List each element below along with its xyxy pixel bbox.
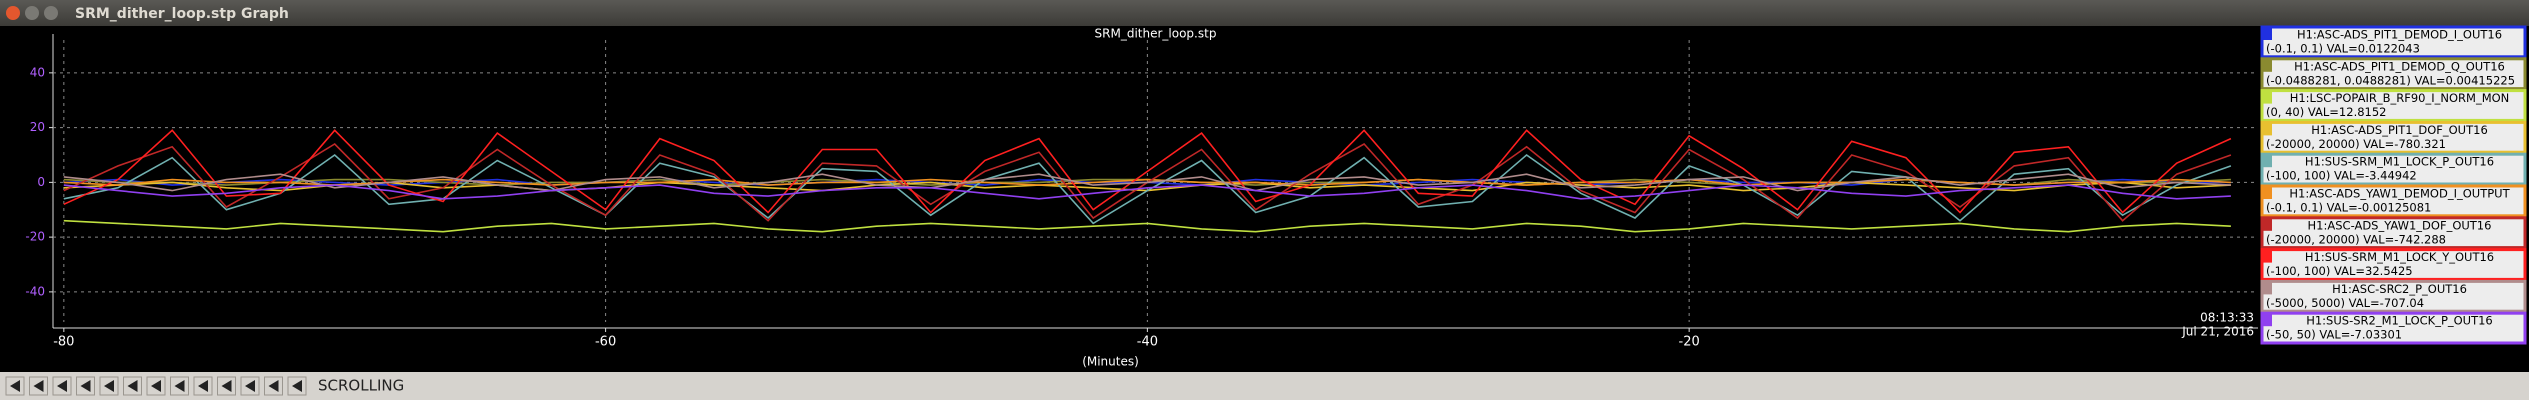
x-tick-label: -40 — [1137, 335, 1158, 350]
legend-detail: (0, 40) VAL=12.8152 — [2266, 105, 2387, 119]
legend-entry[interactable] — [2260, 57, 2527, 91]
toolbar-icon — [151, 380, 161, 392]
legend-detail: (-5000, 5000) VAL=-707.04 — [2266, 296, 2424, 310]
window-title: SRM_dither_loop.stp Graph — [75, 6, 289, 22]
legend-detail: (-50, 50) VAL=-7.03301 — [2266, 328, 2402, 342]
toolbar-icon — [174, 380, 185, 392]
legend-swatch — [2262, 27, 2272, 40]
legend-detail: (-100, 100) VAL=32.5425 — [2266, 264, 2413, 278]
legend-entry[interactable] — [2260, 216, 2527, 250]
legend-swatch — [2262, 217, 2272, 231]
legend-detail: (-20000, 20000) VAL=-742.288 — [2266, 232, 2446, 246]
legend: H1:ASC-ADS_PIT1_DEMOD_I_OUT16(-0.1, 0.1)… — [2260, 25, 2527, 345]
legend-swatch — [2262, 58, 2272, 72]
chart-title: SRM_dither_loop.stp — [1095, 27, 1217, 41]
y-tick-label: 40 — [30, 65, 45, 79]
toolbar-icon — [221, 380, 232, 392]
toolbar-icon — [292, 380, 302, 392]
legend-swatch — [2262, 249, 2272, 263]
close-button[interactable] — [6, 6, 20, 20]
y-tick-label: 0 — [37, 175, 45, 189]
legend-detail: (-0.1, 0.1) VAL=-0.00125081 — [2266, 201, 2431, 215]
title-bar — [0, 0, 2529, 26]
plot-area: SRM_dither_loop.stp -40 -20 0 20 40 -80 -60 -40 -… — [25, 27, 2258, 369]
legend-name: H1:ASC-ADS_YAW1_DEMOD_I_OUTPUT — [2289, 187, 2510, 201]
legend-entry[interactable] — [2260, 248, 2527, 281]
legend-name: H1:ASC-SRC2_P_OUT16 — [2332, 282, 2467, 296]
legend-detail: (-0.0488281, 0.0488281) VAL=0.00415225 — [2266, 73, 2515, 87]
legend-swatch — [2262, 186, 2272, 199]
legend-swatch — [2262, 313, 2272, 327]
series-line — [63, 184, 2231, 200]
legend-name: H1:ASC-ADS_YAW1_DOF_OUT16 — [2308, 218, 2492, 232]
legend-detail: (-100, 100) VAL=-3.44942 — [2266, 169, 2417, 183]
toolbar-icon — [245, 380, 255, 392]
series-line — [63, 219, 2231, 233]
x-tick-label: -60 — [595, 335, 616, 350]
legend-name: H1:SUS-SRM_M1_LOCK_P_OUT16 — [2305, 155, 2494, 169]
legend-detail: (-20000, 20000) VAL=-780.321 — [2266, 137, 2446, 151]
legend-entry[interactable] — [2260, 279, 2527, 313]
legend-entry[interactable] — [2260, 89, 2527, 122]
x-tick-label: -20 — [1679, 335, 1700, 350]
toolbar-icon — [127, 380, 138, 392]
legend-entry[interactable] — [2260, 184, 2527, 218]
legend-name: H1:ASC-ADS_PIT1_DEMOD_Q_OUT16 — [2294, 59, 2505, 73]
mode-label: SCROLLING — [318, 377, 404, 395]
legend-name: H1:ASC-ADS_PIT1_DEMOD_I_OUT16 — [2297, 28, 2502, 42]
maximize-button[interactable] — [44, 6, 58, 20]
series-line — [63, 173, 2231, 192]
x-axis-label: (Minutes) — [1082, 355, 1139, 369]
legend-swatch — [2262, 154, 2272, 168]
legend-swatch — [2262, 281, 2272, 295]
series-line — [63, 153, 2232, 225]
legend-name: H1:ASC-ADS_PIT1_DOF_OUT16 — [2311, 123, 2488, 137]
y-tick-label: -20 — [25, 230, 45, 244]
legend-name: H1:LSC-POPAIR_B_RF90_I_NORM_MON — [2290, 91, 2510, 105]
legend-swatch — [2262, 122, 2272, 136]
toolbar-buttons — [5, 376, 307, 396]
toolbar — [0, 372, 2529, 400]
y-tick-label: -40 — [25, 284, 45, 298]
legend-swatch — [2262, 90, 2272, 104]
legend-entry[interactable] — [2260, 25, 2527, 59]
minimize-button[interactable] — [25, 6, 39, 20]
toolbar-icon — [57, 380, 67, 392]
y-tick-label: 20 — [30, 120, 45, 134]
toolbar-icon — [198, 380, 208, 392]
legend-name: H1:SUS-SRM_M1_LOCK_Y_OUT16 — [2305, 250, 2494, 264]
toolbar-icon — [104, 380, 114, 392]
toolbar-icon — [268, 380, 279, 392]
series-line — [63, 178, 2231, 186]
toolbar-icon — [10, 380, 20, 392]
legend-entry[interactable] — [2260, 152, 2527, 186]
toolbar-icon — [80, 380, 91, 392]
x-tick-label: -80 — [53, 335, 74, 350]
toolbar-icon — [33, 380, 44, 392]
legend-entry[interactable] — [2260, 120, 2527, 154]
legend-name: H1:SUS-SR2_M1_LOCK_P_OUT16 — [2306, 314, 2493, 328]
date-label: Jul 21, 2016 — [2181, 325, 2254, 339]
time-label: 08:13:33 — [2200, 311, 2254, 325]
legend-detail: (-0.1, 0.1) VAL=0.0122043 — [2266, 42, 2420, 56]
legend-entry[interactable] — [2260, 311, 2527, 345]
